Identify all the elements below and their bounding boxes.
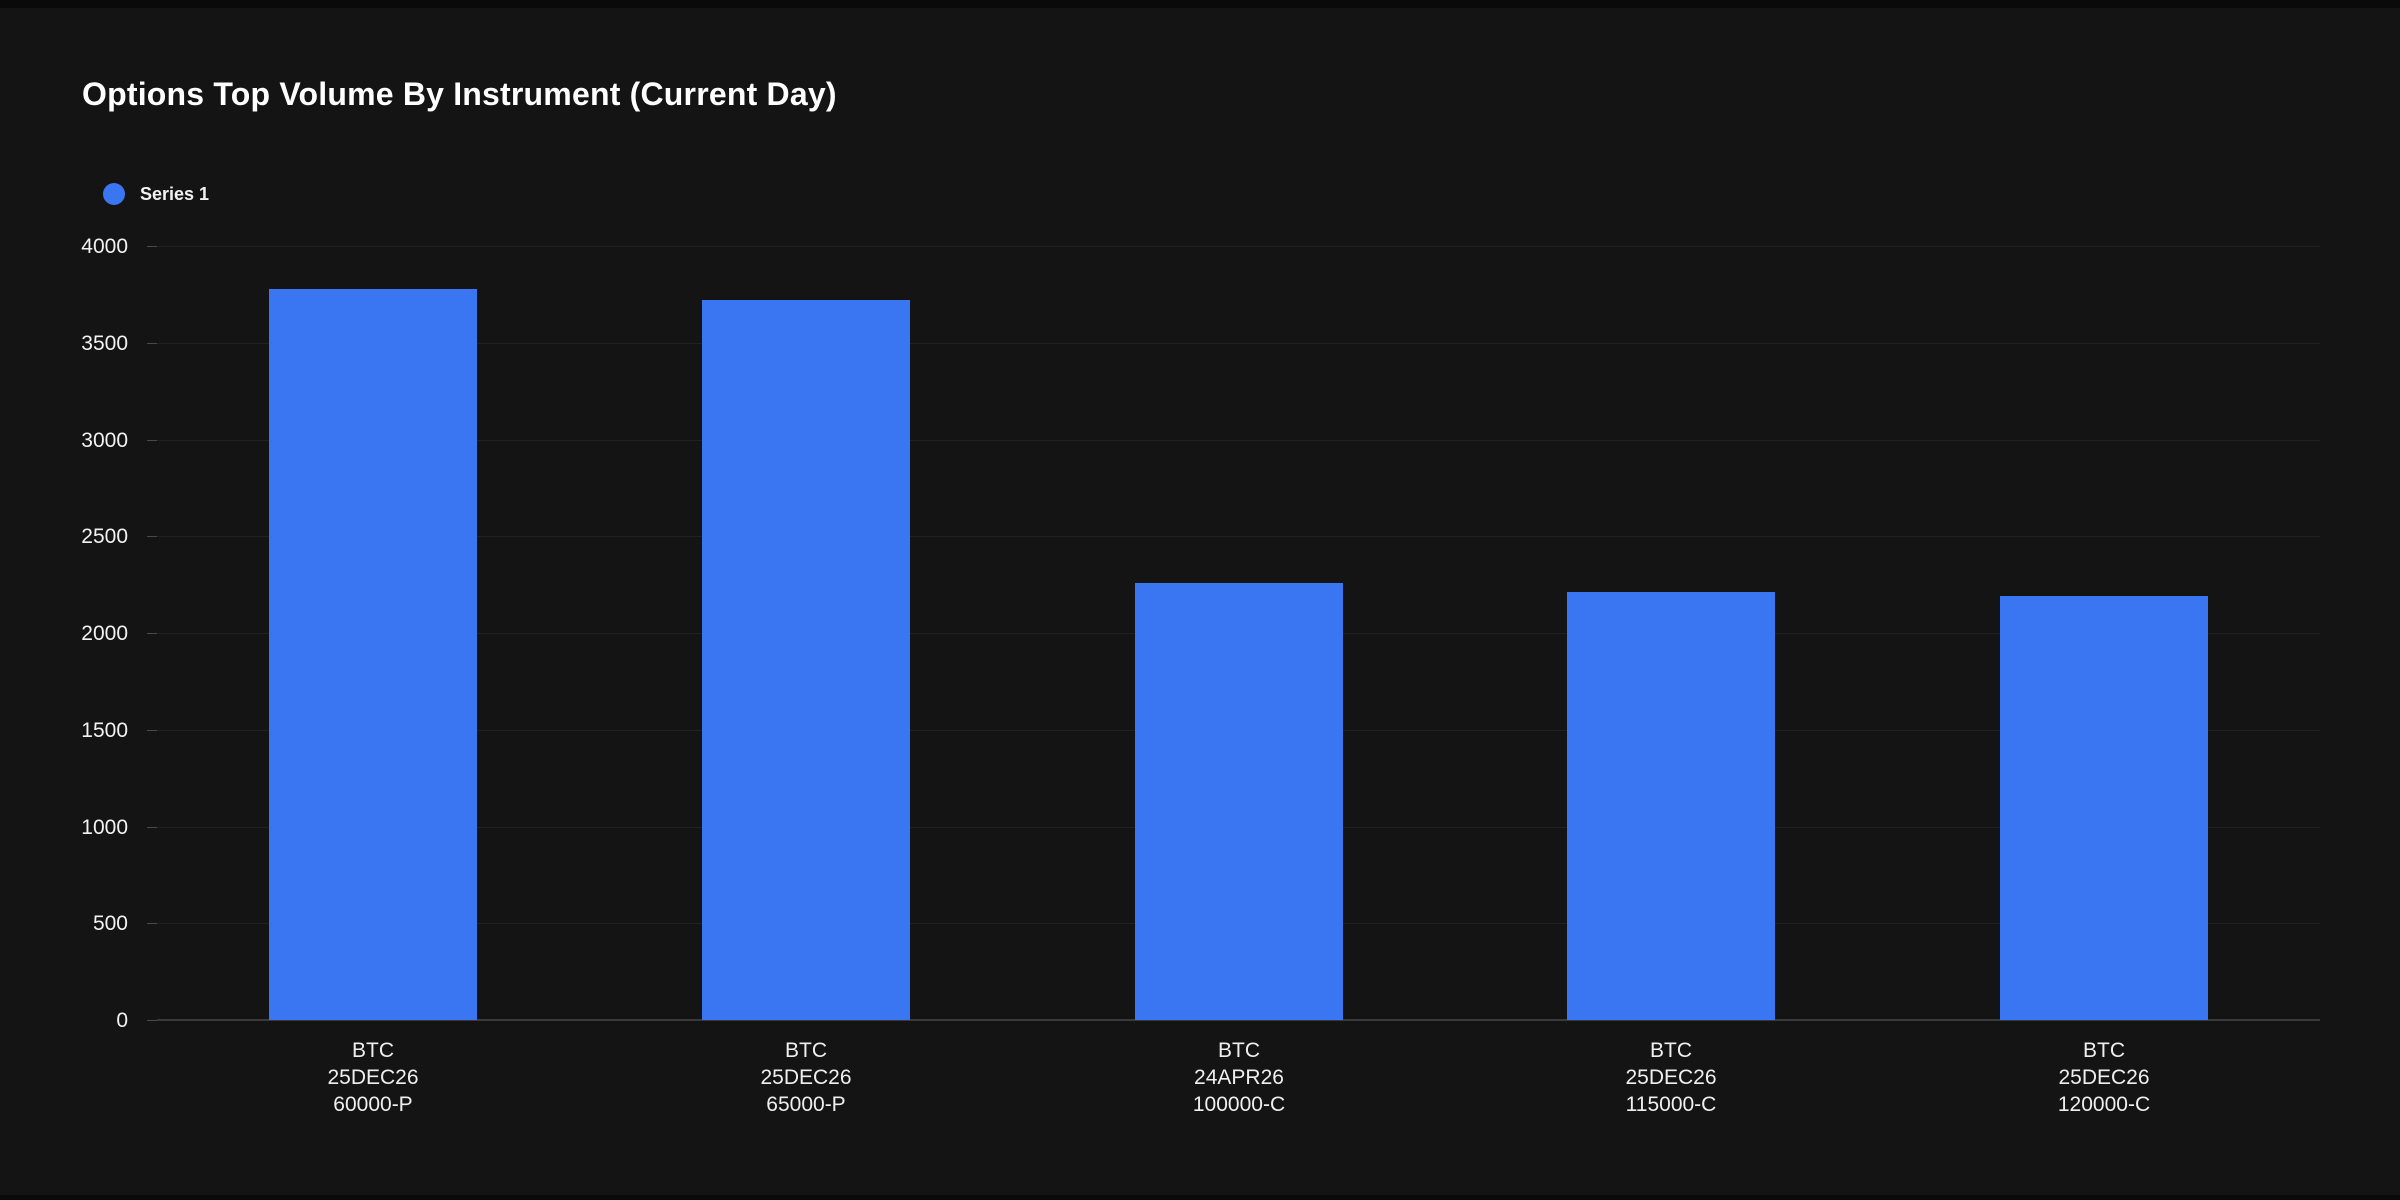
bar-btc-25dec26-115000-c[interactable]	[1567, 592, 1775, 1020]
y-axis-label: 500	[92, 912, 128, 936]
y-axis-label: 2000	[81, 622, 128, 645]
y-axis-tick	[147, 729, 157, 731]
legend-swatch-icon	[103, 183, 125, 205]
x-axis-category-line: 25DEC26	[327, 1066, 419, 1089]
bar-btc-25dec26-60000-p[interactable]	[269, 289, 477, 1020]
x-axis-category-line: 25DEC26	[2058, 1066, 2150, 1089]
y-axis-label: 4000	[81, 235, 128, 258]
x-axis-category-line: 100000-C	[1192, 1093, 1286, 1116]
x-axis-category-line: 25DEC26	[1625, 1066, 1717, 1089]
y-axis-tick	[147, 633, 157, 634]
x-axis-category-line: 120000-C	[2057, 1093, 2151, 1116]
gridline	[157, 439, 2320, 441]
gridline	[157, 342, 2320, 344]
bottom-edge-band	[0, 1195, 2400, 1200]
x-axis-category-line: BTC	[2083, 1039, 2125, 1062]
x-axis-category-line: BTC	[1218, 1039, 1260, 1062]
chart-title: Options Top Volume By Instrument (Curren…	[82, 76, 837, 112]
x-axis-category-line: 115000-C	[1625, 1093, 1717, 1116]
x-axis-category-label: BTC 25DEC26 115000-C	[1521, 1037, 1821, 1118]
x-axis-category-line: BTC	[1650, 1039, 1692, 1062]
x-axis-category-line: BTC	[785, 1039, 827, 1062]
legend-label: Series 1	[140, 183, 210, 204]
x-axis-category-line: 65000-P	[766, 1093, 846, 1116]
gridline	[157, 246, 2320, 247]
y-axis-tick	[147, 923, 157, 925]
x-axis-category-line: 60000-P	[333, 1093, 413, 1116]
y-axis-tick	[147, 246, 157, 247]
y-axis-label: 1500	[81, 718, 128, 742]
x-axis-category-label: BTC 25DEC26 120000-C	[1954, 1037, 2254, 1118]
y-axis-label: 3000	[81, 428, 128, 452]
x-axis-category-label: BTC 24APR26 100000-C	[1089, 1037, 1389, 1118]
y-axis-label: 0	[116, 1009, 128, 1032]
y-axis-tick	[147, 1020, 157, 1021]
y-axis-label: 1000	[81, 815, 128, 839]
y-axis-label: 2500	[81, 525, 128, 549]
y-axis-label: 3500	[81, 331, 128, 355]
x-axis-category-label: BTC 25DEC26 65000-P	[656, 1037, 956, 1118]
x-axis-line	[157, 1019, 2320, 1021]
x-axis-category-line: 25DEC26	[760, 1066, 852, 1089]
bar-btc-25dec26-120000-c[interactable]	[2000, 596, 2208, 1020]
y-axis-tick	[147, 342, 157, 344]
x-axis-category-line: BTC	[352, 1039, 394, 1062]
y-axis-tick	[147, 826, 157, 828]
legend-item-series1[interactable]: Series 1	[103, 182, 209, 206]
gridline	[157, 536, 2320, 538]
y-axis-tick	[147, 536, 157, 538]
top-edge-band	[0, 0, 2400, 8]
y-axis-tick	[147, 439, 157, 441]
bar-btc-25dec26-65000-p[interactable]	[702, 300, 910, 1020]
bar-btc-24apr26-100000-c[interactable]	[1135, 583, 1343, 1020]
x-axis-category-line: 24APR26	[1194, 1066, 1284, 1089]
x-axis-category-label: BTC 25DEC26 60000-P	[223, 1037, 523, 1118]
